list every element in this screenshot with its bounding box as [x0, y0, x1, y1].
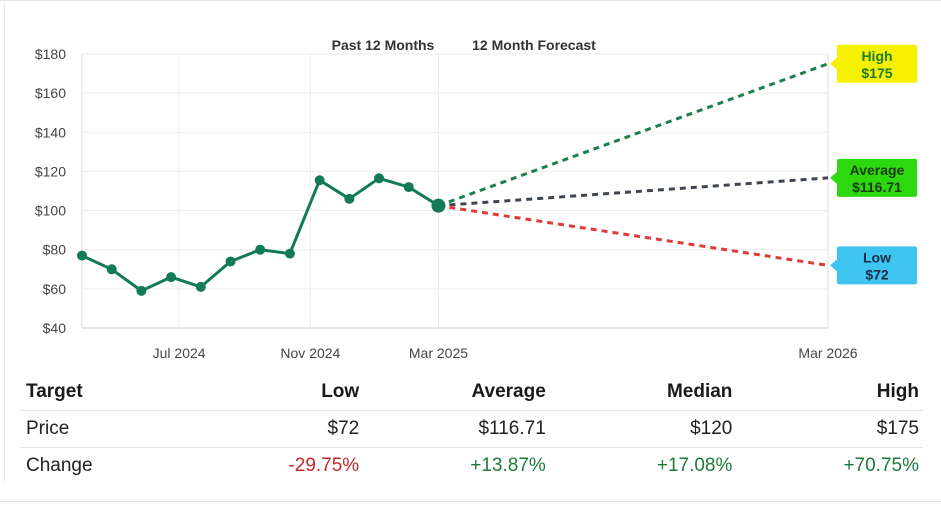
bottom-border — [0, 501, 941, 502]
header-high: High — [736, 374, 923, 411]
badge-pointer-high — [830, 57, 837, 70]
badge-label-average: Average — [850, 162, 905, 178]
badge-label-high: High — [861, 48, 892, 64]
badge-label-low: Low — [863, 249, 891, 265]
badge-value-average: $116.71 — [852, 179, 902, 195]
history-point — [225, 256, 236, 267]
forecast-line-low — [438, 204, 829, 267]
table-row-price: Price $72 $116.71 $120 $175 — [20, 410, 923, 448]
row-label-price: Price — [20, 410, 187, 448]
history-point — [166, 272, 177, 283]
badge-low — [837, 246, 917, 285]
badge-value-low: $72 — [865, 266, 889, 282]
history-point — [284, 248, 295, 259]
y-tick-label: $160 — [35, 85, 66, 101]
y-tick-label: $40 — [43, 320, 67, 336]
header-average: Average — [363, 374, 550, 411]
x-tick-label: Mar 2025 — [409, 345, 468, 361]
y-tick-label: $120 — [35, 163, 66, 179]
header-12-month-forecast: 12 Month Forecast — [472, 37, 596, 53]
history-point — [314, 175, 325, 186]
badge-average — [837, 158, 917, 197]
change-high: +70.75% — [843, 455, 919, 476]
badge-high — [837, 44, 917, 83]
history-point — [106, 264, 117, 275]
change-low: -29.75% — [288, 455, 360, 476]
history-point — [344, 193, 355, 204]
price-low: $72 — [187, 410, 364, 448]
price-target-chart: $180 $160 $140 $120 $100 $80 $60 $40 Jul 2024 Nov… — [35, 37, 917, 361]
history-line — [81, 176, 440, 293]
y-tick-label: $80 — [43, 242, 67, 258]
y-tick-label: $100 — [35, 203, 66, 219]
history-point — [195, 281, 206, 292]
history-point — [77, 250, 87, 261]
row-label-change: Change — [26, 455, 93, 476]
table-row-change: Change -29.75% +13.87% +17.08% +70.75% — [20, 448, 923, 485]
badge-pointer-average — [830, 171, 837, 184]
header-low: Low — [187, 374, 364, 411]
history-point — [403, 182, 414, 193]
history-point — [136, 285, 147, 296]
forecast-line-average — [438, 176, 829, 208]
x-tick-label: Jul 2024 — [153, 345, 206, 361]
change-median: +17.08% — [656, 455, 733, 476]
change-average: +13.87% — [470, 455, 546, 476]
forecast-line-high — [437, 62, 829, 208]
history-point — [431, 198, 446, 213]
price-high: $175 — [736, 410, 923, 448]
y-tick-label: $60 — [43, 281, 67, 297]
header-past-12-months: Past 12 Months — [332, 37, 435, 53]
header-target: Target — [20, 374, 187, 411]
top-border — [0, 0, 941, 1]
history-point — [255, 244, 266, 255]
history-point — [374, 173, 385, 184]
price-average: $116.71 — [363, 410, 550, 448]
left-border — [4, 0, 5, 482]
price-median: $120 — [549, 410, 737, 448]
header-median: Median — [549, 374, 737, 411]
table-header-row: Target Low Average Median High — [20, 374, 923, 411]
badge-value-high: $175 — [861, 65, 892, 81]
x-tick-label: Mar 2026 — [798, 345, 857, 361]
y-tick-label: $180 — [35, 46, 66, 62]
y-tick-label: $140 — [35, 124, 66, 140]
price-target-table: Target Low Average Median High Price $72… — [20, 374, 923, 484]
badge-pointer-low — [830, 259, 837, 272]
x-tick-label: Nov 2024 — [280, 345, 340, 361]
